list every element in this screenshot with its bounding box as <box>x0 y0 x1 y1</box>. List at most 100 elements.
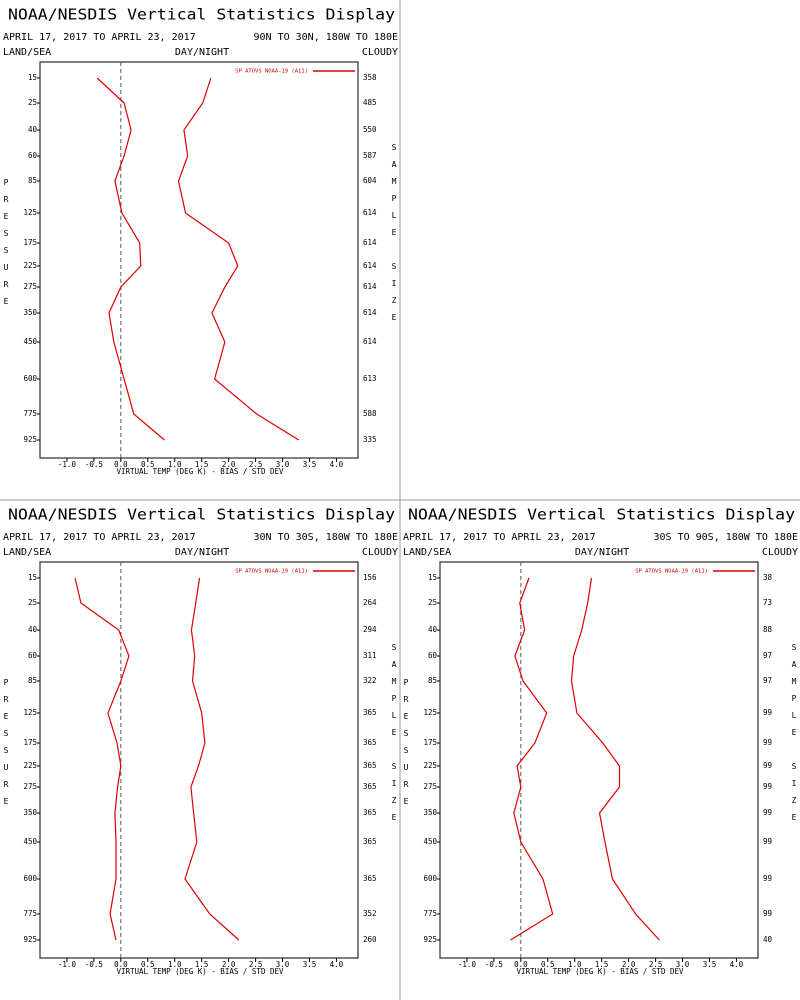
sample-size: 294 <box>363 625 377 634</box>
x-tick-label: -1.0 <box>58 960 77 969</box>
chart-title: NOAA/NESDIS Vertical Statistics Display <box>8 506 395 524</box>
y-axis-label: PRESSURE <box>2 678 11 814</box>
bias-line <box>96 77 165 441</box>
y-tick-label: 125 <box>423 708 437 717</box>
y-tick-label: 85 <box>428 676 437 685</box>
y-tick-label: 925 <box>23 935 37 944</box>
x-tick-label: 2.0 <box>222 960 236 969</box>
y-tick-label: 275 <box>23 282 37 291</box>
plot-frame <box>39 61 359 459</box>
y-tick-label: 275 <box>23 782 37 791</box>
region: 30S TO 90S, 180W TO 180E <box>654 532 799 543</box>
y-tick-label: 175 <box>423 738 437 747</box>
sample-size: 322 <box>363 676 377 685</box>
y-tick-label: 225 <box>423 761 437 770</box>
y-tick-label: 450 <box>23 337 37 346</box>
left-label: LAND/SEA <box>3 47 51 58</box>
x-tick-label: 3.5 <box>703 960 717 969</box>
x-tick-label: 3.0 <box>676 960 690 969</box>
sample-size: 614 <box>363 208 377 217</box>
x-axis-label: VIRTUAL TEMP (DEG K) - BIAS / STD DEV <box>116 467 284 476</box>
sample-size: 614 <box>363 308 377 317</box>
x-tick-label: 1.5 <box>195 460 209 469</box>
y-tick-label: 85 <box>28 176 37 185</box>
y-tick-label: 925 <box>423 935 437 944</box>
y-tick-label: 60 <box>28 651 38 660</box>
x-tick-label: 1.0 <box>168 460 182 469</box>
sample-size: 614 <box>363 282 377 291</box>
sample-size: 40 <box>763 935 773 944</box>
center-label: DAY/NIGHT <box>175 547 229 558</box>
sample-size: 358 <box>363 73 377 82</box>
left-label: LAND/SEA <box>3 547 51 558</box>
x-tick-label: 2.5 <box>649 960 663 969</box>
y-tick-label: 350 <box>23 808 37 817</box>
sample-size: 365 <box>363 782 377 791</box>
sample-size: 365 <box>363 708 377 717</box>
sample-size: 365 <box>363 808 377 817</box>
x-tick-label: 4.0 <box>330 460 344 469</box>
sample-size: 99 <box>763 761 772 770</box>
x-tick-label: 2.5 <box>249 460 263 469</box>
sample-size: 38 <box>763 573 773 582</box>
sample-size: 99 <box>763 837 772 846</box>
sample-size: 613 <box>363 374 377 383</box>
y-tick-label: 775 <box>423 909 437 918</box>
sample-size: 88 <box>763 625 773 634</box>
sample-size: 73 <box>763 598 772 607</box>
y-tick-label: 25 <box>28 598 37 607</box>
x-tick-label: 0.5 <box>141 460 155 469</box>
sample-size: 97 <box>763 651 772 660</box>
y-tick-label: 60 <box>28 151 38 160</box>
sample-size: 614 <box>363 238 377 247</box>
chart-title: NOAA/NESDIS Vertical Statistics Display <box>408 506 795 524</box>
y-tick-label: 25 <box>28 98 37 107</box>
x-tick-label: 3.5 <box>303 460 317 469</box>
y-tick-label: 175 <box>23 238 37 247</box>
x-tick-label: 4.0 <box>330 960 344 969</box>
std-dev-line <box>177 77 300 441</box>
sample-size: 264 <box>363 598 377 607</box>
y-tick-label: 60 <box>428 651 438 660</box>
y-tick-label: 15 <box>28 573 37 582</box>
y-tick-label: 125 <box>23 708 37 717</box>
x-tick-label: 4.0 <box>730 960 744 969</box>
x-tick-label: -1.0 <box>58 460 77 469</box>
x-tick-label: 0.0 <box>514 960 528 969</box>
left-label: LAND/SEA <box>403 547 451 558</box>
sample-size: 614 <box>363 337 377 346</box>
right-label: CLOUDY <box>362 47 398 58</box>
x-tick-label: 3.0 <box>276 960 290 969</box>
y-tick-label: 25 <box>428 598 437 607</box>
sample-size: 614 <box>363 261 377 270</box>
y2-axis-label: SAMPLE SIZE <box>390 643 399 830</box>
sample-size: 352 <box>363 909 377 918</box>
y-tick-label: 775 <box>23 409 37 418</box>
x-tick-label: -0.5 <box>85 960 103 969</box>
center-label: DAY/NIGHT <box>575 547 629 558</box>
x-tick-label: 0.0 <box>114 460 128 469</box>
y-tick-label: 40 <box>428 625 438 634</box>
y-tick-label: 600 <box>23 874 37 883</box>
sample-size: 365 <box>363 738 377 747</box>
center-label: DAY/NIGHT <box>175 47 229 58</box>
y2-axis-label: SAMPLE SIZE <box>790 643 799 830</box>
x-tick-label: 0.5 <box>541 960 555 969</box>
x-tick-label: 1.5 <box>595 960 609 969</box>
panel: NOAA/NESDIS Vertical Statistics Display A… <box>2 6 399 477</box>
panel: NOAA/NESDIS Vertical Statistics Display A… <box>402 506 799 977</box>
sample-size: 311 <box>363 651 377 660</box>
region: 30N TO 30S, 180W TO 180E <box>254 532 399 543</box>
y-tick-label: 600 <box>23 374 37 383</box>
std-dev-line <box>184 577 240 941</box>
x-tick-label: 1.5 <box>195 960 209 969</box>
region: 90N TO 30N, 180W TO 180E <box>254 32 399 43</box>
sample-size: 97 <box>763 676 772 685</box>
x-axis-label: VIRTUAL TEMP (DEG K) - BIAS / STD DEV <box>516 967 684 976</box>
x-tick-label: 1.0 <box>568 960 582 969</box>
sample-size: 99 <box>763 708 772 717</box>
x-tick-label: 3.0 <box>276 460 290 469</box>
y-tick-label: 85 <box>28 676 37 685</box>
plot-frame <box>439 561 759 959</box>
